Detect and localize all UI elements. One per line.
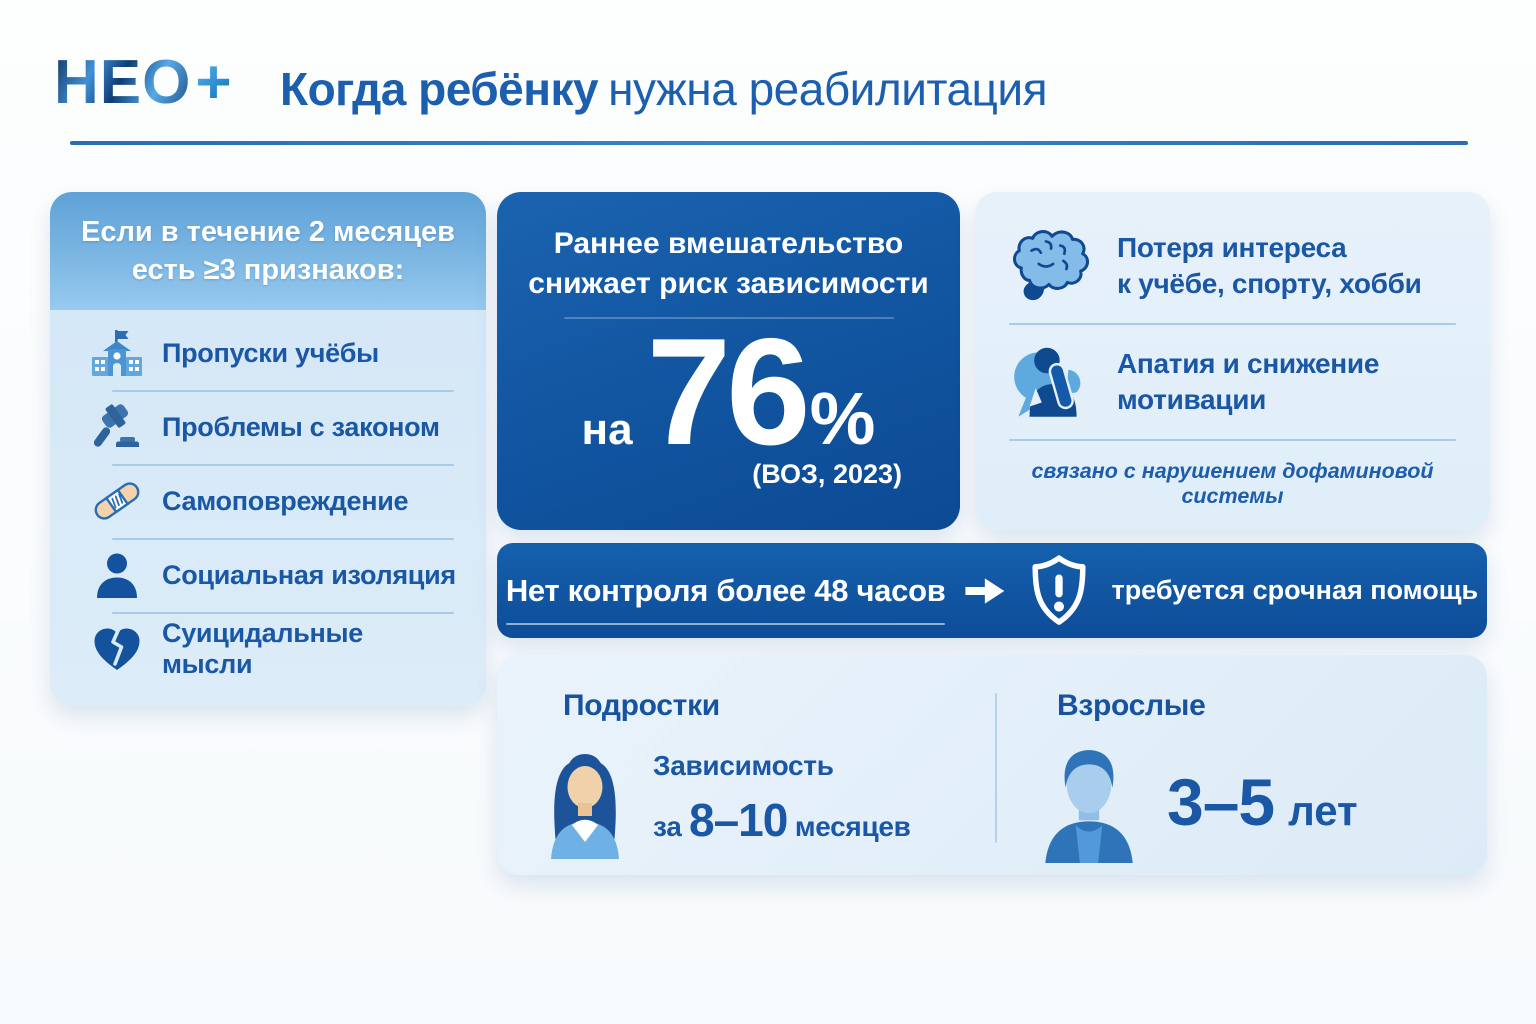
sign-label: Проблемы с законом (162, 411, 440, 442)
signs-heading-line1: Если в течение 2 месяцев (81, 216, 455, 248)
symptom-line1: Потеря интереса (1117, 231, 1347, 263)
logo-text: НЕО (54, 48, 192, 117)
header-divider (70, 141, 1468, 145)
neo-plus-logo: НЕО + (54, 52, 233, 114)
person-icon (90, 550, 144, 600)
timeline-panel: Подростки Зависимость за (497, 655, 1487, 875)
symptom-text: Потеря интереса к учёбе, спорту, хобби (1117, 230, 1422, 303)
stat-value: 76 (646, 307, 811, 478)
teens-line2: за 8–10 месяцев (653, 787, 911, 854)
signs-panel: Если в течение 2 месяцев есть ≥3 признак… (50, 192, 486, 706)
arrow-right-icon (965, 575, 1007, 607)
sign-label: Социальная изоляция (162, 559, 456, 590)
brain-icon (1005, 226, 1095, 306)
symptoms-panel: Потеря интереса к учёбе, спорту, хобби А… (975, 192, 1490, 530)
stat-value-row: на 76 % (497, 313, 960, 473)
teen-avatar (539, 741, 631, 859)
timeline-columns-divider (995, 693, 997, 843)
adults-value: 3–5 (1167, 765, 1275, 839)
logo-plus-icon: + (195, 48, 233, 117)
school-icon (90, 328, 144, 378)
broken-heart-icon (90, 624, 144, 674)
teens-column: Подростки Зависимость за (539, 689, 967, 859)
stat-divider (563, 317, 894, 320)
symptoms-divider (1009, 439, 1456, 441)
symptom-text: Апатия и снижение мотивации (1117, 346, 1379, 419)
sign-label: Пропуски учёбы (162, 337, 379, 368)
signs-heading-line2: есть ≥3 признаков: (131, 254, 405, 287)
adults-body: 3–5 лет (1033, 741, 1445, 863)
symptom-apathy: Апатия и снижение мотивации (1005, 330, 1460, 434)
list-item-law-problems: Проблемы с законом (50, 390, 486, 464)
list-item-school-absence: Пропуски учёбы (50, 316, 486, 390)
adults-column: Взрослые 3–5 лет (1033, 689, 1445, 863)
page-title-emphasis: Когда ребёнку (280, 63, 599, 115)
teens-line1: Зависимость (653, 750, 834, 782)
sign-label: Самоповреждение (162, 485, 409, 516)
stat-unit: % (809, 377, 876, 461)
list-item-suicidal-thoughts: Суицидальные мысли (50, 612, 486, 686)
signs-panel-heading: Если в течение 2 месяцев есть ≥3 признак… (50, 192, 486, 310)
adults-text: 3–5 лет (1167, 764, 1358, 840)
stat-source: (ВОЗ, 2023) (752, 458, 902, 489)
dopamine-footnote: связано с нарушением дофаминовой системы (1031, 459, 1434, 508)
sign-label: Суицидальные мысли (162, 618, 363, 679)
list-item-self-harm: Самоповреждение (50, 464, 486, 538)
alert-condition: Нет контроля более 48 часов (505, 572, 946, 625)
adults-heading: Взрослые (1057, 689, 1206, 722)
teens-text: Зависимость за 8–10 месяцев (653, 746, 911, 853)
early-intervention-stat-panel: Раннее вмешательство снижает риск зависи… (497, 192, 960, 530)
stat-prefix: на (581, 405, 633, 455)
symptom-line1: Апатия и снижение (1117, 347, 1380, 379)
teens-value-prefix: за (653, 810, 682, 842)
symptom-line2: к учёбе, спорту, хобби (1117, 268, 1422, 299)
adult-avatar (1033, 741, 1145, 863)
gavel-icon (90, 402, 144, 452)
bandage-icon (90, 476, 144, 526)
signs-panel-body: Пропуски учёбы Проблемы с законом (50, 310, 486, 706)
shield-exclamation-icon (1027, 553, 1091, 629)
teens-value-suffix: месяцев (794, 810, 911, 842)
teens-value: 8–10 (689, 793, 788, 846)
teens-body: Зависимость за 8–10 месяцев (539, 741, 967, 859)
page-title: Когда ребёнку нужна реабилитация (280, 62, 1047, 116)
adults-value-suffix: лет (1288, 787, 1358, 834)
symptom-line2: мотивации (1117, 384, 1267, 415)
symptom-loss-of-interest: Потеря интереса к учёбе, спорту, хобби (1005, 214, 1460, 318)
symptoms-divider (1009, 323, 1456, 325)
teens-heading: Подростки (563, 689, 720, 722)
list-item-social-isolation: Социальная изоляция (50, 538, 486, 612)
alert-action: требуется срочная помощь (1111, 575, 1479, 605)
stat-heading: Раннее вмешательство снижает риск зависи… (497, 224, 960, 303)
signs-list: Пропуски учёбы Проблемы с законом (50, 316, 486, 686)
stat-heading-line1: Раннее вмешательство (553, 227, 904, 260)
apathy-icon (1005, 342, 1095, 422)
stat-heading-line2: снижает риск зависимости (528, 266, 929, 300)
urgent-help-alert-bar: Нет контроля более 48 часов требуется ср… (497, 543, 1487, 638)
page-title-rest: нужна реабилитация (608, 63, 1047, 115)
